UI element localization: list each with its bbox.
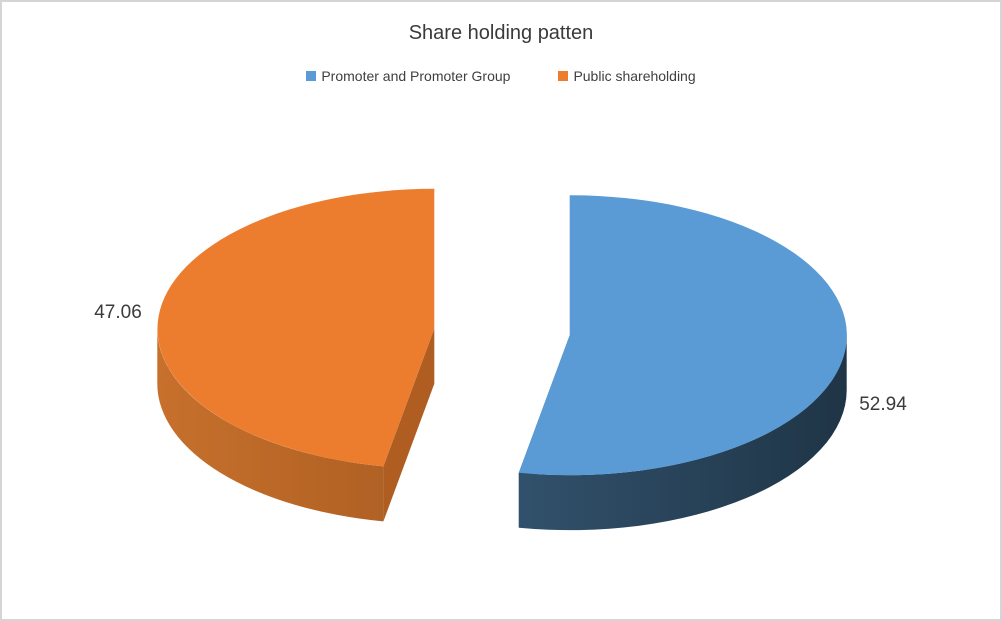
pie-slice-promoter-side bbox=[518, 335, 847, 531]
legend-item-public: Public shareholding bbox=[558, 68, 696, 84]
legend: Promoter and Promoter Group Public share… bbox=[2, 68, 1000, 84]
pie-slice-public-cut-face bbox=[383, 328, 435, 522]
legend-label-public: Public shareholding bbox=[573, 68, 696, 84]
pie-slice-public bbox=[157, 188, 435, 467]
data-label-promoter: 52.94 bbox=[859, 394, 907, 415]
legend-label-promoter: Promoter and Promoter Group bbox=[321, 68, 511, 84]
pie-slice-promoter bbox=[518, 195, 847, 476]
data-label-public: 47.06 bbox=[94, 302, 142, 323]
pie-slice-public-side bbox=[157, 328, 384, 522]
legend-swatch-public-icon bbox=[558, 71, 569, 81]
legend-swatch-promoter-icon bbox=[306, 71, 317, 81]
legend-item-promoter: Promoter and Promoter Group bbox=[306, 68, 510, 84]
chart-title: Share holding patten bbox=[408, 22, 594, 44]
